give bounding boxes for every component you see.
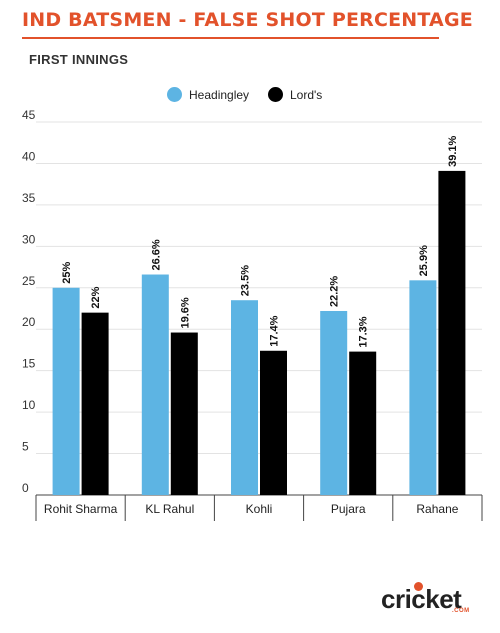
bar-headingley — [409, 280, 437, 495]
bar-headingley — [52, 287, 80, 495]
logo-sub: .COM — [452, 608, 470, 614]
y-tick-label: 35 — [22, 191, 36, 205]
x-category-label: Rohit Sharma — [44, 502, 118, 516]
legend-item-lords: Lord's — [268, 87, 322, 102]
chart-subtitle: FIRST INNINGS — [29, 52, 129, 67]
data-label: 22% — [90, 286, 102, 308]
x-category-label: Rahane — [416, 502, 458, 516]
data-label: 25.9% — [418, 245, 430, 276]
bar-lords — [349, 351, 377, 495]
data-label: 39.1% — [447, 135, 459, 166]
bar-lords — [81, 312, 109, 495]
y-tick-label: 30 — [22, 232, 36, 246]
y-tick-label: 10 — [22, 398, 36, 412]
legend-label-headingley: Headingley — [189, 87, 250, 102]
data-label: 23.5% — [240, 265, 252, 296]
legend-swatch-lords — [268, 87, 283, 102]
bar-lords — [170, 332, 198, 495]
cricket-com-logo: cricket .COM — [381, 582, 471, 618]
data-label: 17.4% — [269, 315, 281, 346]
bar-headingley — [231, 300, 258, 495]
legend-label-lords: Lord's — [290, 87, 323, 102]
x-category-label: Pujara — [331, 502, 366, 516]
y-tick-label: 5 — [22, 440, 29, 454]
y-tick-label: 25 — [22, 274, 36, 288]
legend-swatch-headingley — [167, 87, 182, 102]
y-tick-label: 0 — [22, 481, 29, 495]
bar-headingley — [141, 274, 169, 495]
x-category-label: KL Rahul — [145, 502, 194, 516]
logo-dot-icon — [414, 582, 423, 591]
chart-legend: Headingley Lord's — [0, 87, 500, 107]
legend-item-headingley: Headingley — [167, 87, 249, 102]
x-category-label: Kohli — [246, 502, 273, 516]
data-label: 26.6% — [150, 239, 162, 270]
y-tick-label: 40 — [22, 149, 36, 163]
bar-lords — [438, 170, 466, 495]
y-tick-label: 45 — [22, 108, 36, 122]
y-tick-label: 15 — [22, 357, 36, 371]
bar-headingley — [320, 310, 348, 495]
y-tick-label: 20 — [22, 315, 36, 329]
data-label: 25% — [61, 262, 73, 284]
data-label: 17.3% — [358, 316, 370, 347]
bar-lords — [260, 350, 287, 495]
data-label: 19.6% — [179, 297, 191, 328]
title-underline — [22, 37, 439, 39]
chart-title: IND BATSMEN - FALSE SHOT PERCENTAGE — [22, 9, 473, 31]
data-label: 22.2% — [329, 276, 341, 307]
